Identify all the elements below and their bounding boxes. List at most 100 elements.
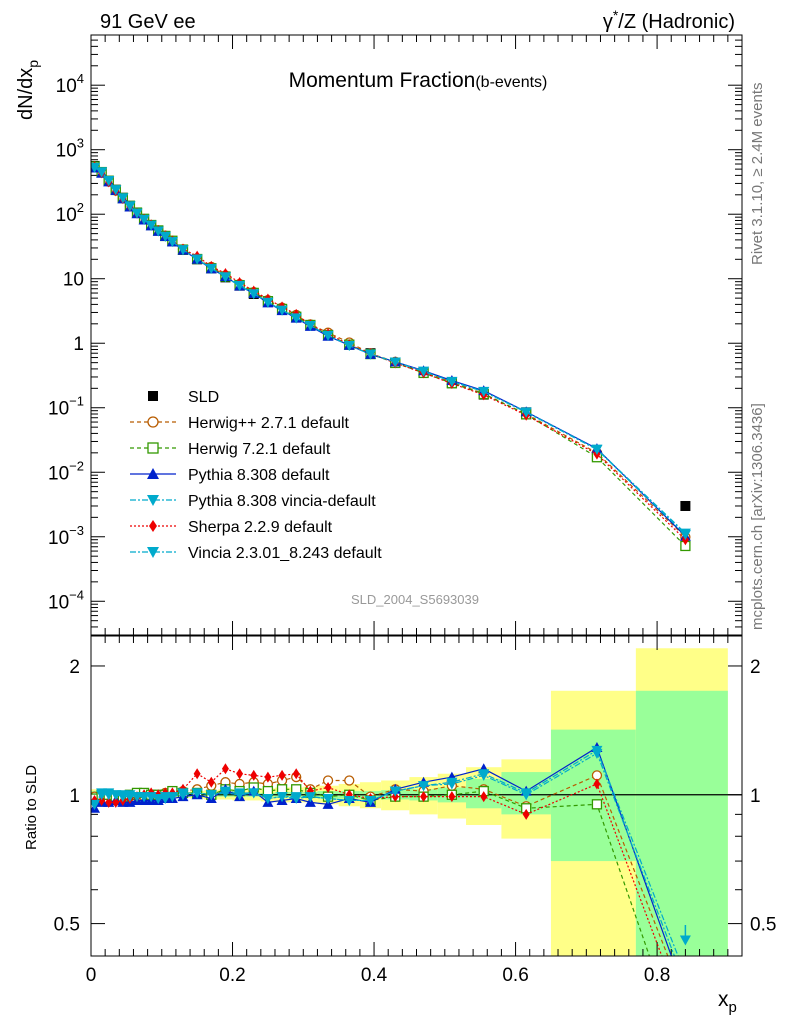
ratio-point — [344, 775, 355, 786]
legend-entry: Sherpa 2.2.9 default — [130, 519, 333, 536]
ratio-point — [207, 776, 215, 788]
legend-label: SLD — [188, 389, 219, 406]
x-tick-label: 0.6 — [502, 965, 528, 986]
legend-entry: Vincia 2.3.01_8.243 default — [130, 545, 382, 562]
x-tick-label: 0.8 — [644, 965, 670, 986]
ratio-point — [117, 792, 129, 803]
data-point — [276, 305, 288, 316]
ratio-y-tick-label: 0.5 — [54, 915, 80, 936]
ratio-line — [94, 749, 679, 956]
data-point — [152, 226, 164, 237]
data-point — [138, 214, 150, 225]
legend-entry: Pythia 8.308 vincia-default — [130, 493, 376, 510]
ratio-point — [159, 792, 171, 803]
data-point — [131, 208, 143, 219]
ratio-point — [322, 794, 334, 805]
ratio-point — [205, 790, 217, 801]
y-tick-label: 10−4 — [48, 587, 84, 613]
legend-label: Sherpa 2.2.9 default — [188, 519, 333, 536]
data-point — [304, 321, 316, 332]
ratio-y-tick-label: 1 — [69, 786, 80, 807]
series-4 — [91, 162, 691, 539]
ratio-point — [276, 792, 288, 803]
off-scale-arrow-head — [679, 935, 691, 946]
ratio-point — [191, 788, 203, 799]
ratio-point — [152, 794, 164, 805]
ratio-series-6 — [91, 748, 676, 956]
ratio-point — [278, 769, 286, 781]
ratio-point — [591, 748, 603, 759]
x-axis-title: xp — [718, 988, 737, 1016]
data-point — [446, 377, 458, 388]
ratio-y-tick-label-right: 2 — [750, 657, 761, 678]
ratio-point — [131, 792, 143, 803]
data-point — [110, 185, 122, 196]
top-panel-series — [91, 160, 691, 552]
series-line — [94, 167, 686, 537]
data-point — [418, 366, 430, 377]
ratio-point — [105, 796, 113, 808]
ratio-point — [478, 770, 490, 781]
data-point — [478, 387, 490, 398]
data-point — [322, 330, 334, 341]
data-point — [96, 167, 108, 178]
ratio-point — [138, 792, 150, 803]
y-tick-label: 10 — [63, 270, 84, 291]
y-axis-title: dN/dxp — [15, 60, 41, 120]
y-tick-label: 10−3 — [48, 523, 84, 549]
ratio-point — [112, 796, 120, 808]
x-tick-label: 0.4 — [361, 965, 388, 986]
ratio-point — [480, 791, 488, 803]
legend-marker — [147, 442, 159, 454]
data-point — [234, 280, 246, 291]
ratio-point — [290, 792, 302, 803]
legend-label: Herwig++ 2.7.1 default — [188, 415, 350, 432]
bottom-panel-frame — [90, 635, 743, 957]
legend-marker — [148, 391, 158, 401]
ratio-point — [324, 781, 332, 793]
series-3 — [91, 162, 691, 541]
ratio-y-tick-label: 2 — [69, 657, 80, 678]
data-point — [124, 201, 136, 212]
legend-label: Vincia 2.3.01_8.243 default — [188, 545, 382, 562]
legend-entry: Pythia 8.308 default — [130, 467, 330, 484]
data-point — [159, 231, 171, 242]
top-panel-frame — [90, 34, 743, 636]
y-tick-label: 102 — [56, 200, 84, 226]
ratio-point — [391, 791, 399, 803]
legend-entry: Herwig 7.2.1 default — [130, 441, 331, 458]
ratio-point — [250, 769, 258, 781]
ratio-point — [236, 768, 244, 780]
ratio-point — [262, 794, 274, 805]
mcplots-url-label: mcplots.cern.ch [arXiv:1306.3436] — [749, 403, 766, 630]
legend-label: Pythia 8.308 default — [188, 467, 330, 484]
data-point — [290, 313, 302, 324]
data-point — [166, 237, 178, 248]
data-point — [591, 445, 603, 456]
data-point — [679, 530, 691, 541]
data-point — [205, 263, 217, 274]
ratio-point — [264, 771, 272, 783]
data-point — [248, 289, 260, 300]
chart-title: Momentum Fraction(b-events) — [289, 69, 548, 92]
ratio-point — [177, 788, 189, 799]
ratio-point — [343, 795, 355, 806]
ratio-point — [420, 791, 428, 803]
ratio-point — [365, 795, 377, 806]
legend-label: Pythia 8.308 vincia-default — [188, 493, 376, 510]
ratio-point — [304, 792, 316, 803]
y-tick-label: 10−1 — [48, 394, 84, 420]
ratio-point — [522, 808, 530, 820]
ratio-point — [591, 799, 603, 810]
data-point — [389, 357, 401, 368]
ratio-point — [448, 791, 456, 803]
data-point — [145, 220, 157, 231]
ratio-point — [593, 778, 601, 790]
ratio-point — [234, 788, 246, 799]
data-point — [365, 349, 377, 360]
ratio-point — [96, 790, 108, 801]
data-point — [680, 500, 691, 511]
legend-marker — [147, 416, 159, 428]
data-point — [177, 245, 189, 256]
